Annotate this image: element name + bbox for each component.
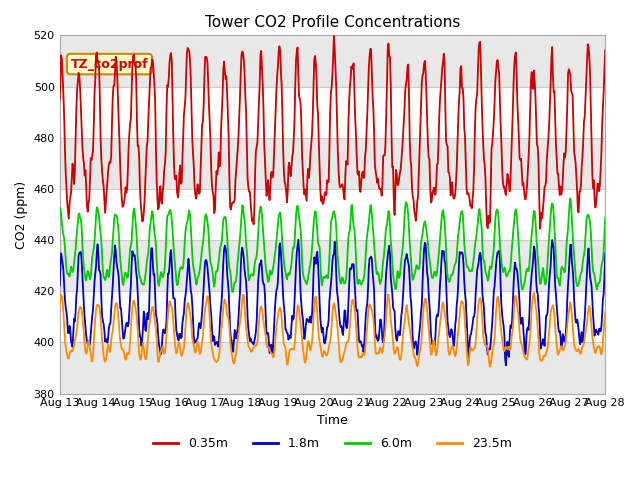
Bar	[60, 189, 605, 240]
Y-axis label: CO2 (ppm): CO2 (ppm)	[15, 180, 28, 249]
Bar	[60, 240, 605, 291]
Title: Tower CO2 Profile Concentrations: Tower CO2 Profile Concentrations	[205, 15, 460, 30]
X-axis label: Time: Time	[317, 414, 348, 427]
Bar	[60, 138, 605, 189]
Text: TZ_co2prof: TZ_co2prof	[70, 58, 148, 71]
Bar	[60, 36, 605, 86]
Bar	[60, 342, 605, 394]
Legend: 0.35m, 1.8m, 6.0m, 23.5m: 0.35m, 1.8m, 6.0m, 23.5m	[148, 432, 517, 456]
Bar	[60, 291, 605, 342]
Bar	[60, 86, 605, 138]
